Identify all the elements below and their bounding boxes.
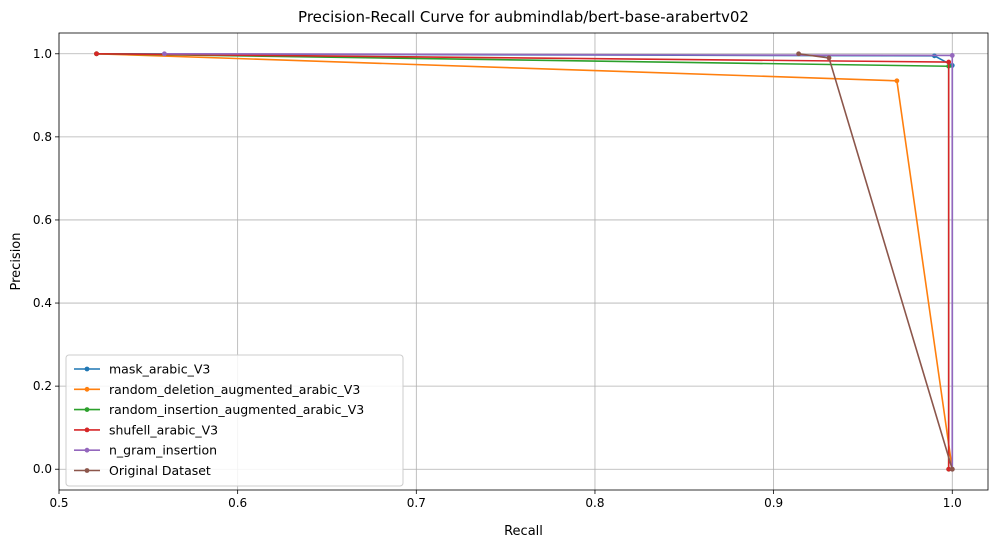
legend-entry: shufell_arabic_V3 [74, 422, 218, 437]
legend-label: random_deletion_augmented_arabic_V3 [109, 382, 360, 397]
legend-box [65, 354, 404, 487]
legend-label: Original Dataset [109, 463, 211, 478]
x-tick-label: 0.7 [407, 496, 426, 510]
legend-entry: random_deletion_augmented_arabic_V3 [74, 382, 360, 397]
legend-marker [84, 447, 90, 453]
legend-label: n_gram_insertion [109, 443, 217, 458]
data-point [94, 51, 99, 57]
y-tick-label: 0.4 [33, 296, 52, 310]
legend-marker [84, 386, 90, 392]
y-tick-label: 1.0 [33, 47, 52, 61]
data-point [826, 55, 832, 61]
x-tick-label: 1.0 [943, 496, 962, 510]
legend-marker [84, 468, 90, 473]
legend-label: random_insertion_augmented_arabic_V3 [109, 402, 364, 417]
legend-entry: mask_arabic_V3 [74, 362, 210, 377]
plot-frame [58, 32, 989, 491]
legend-entry: random_insertion_augmented_arabic_V3 [74, 402, 364, 417]
x-tick-label: 0.6 [228, 496, 247, 510]
data-point [949, 466, 955, 472]
legend-marker [84, 427, 90, 433]
data-point [946, 466, 952, 472]
legend-label: mask_arabic_V3 [109, 362, 210, 377]
x-tick-label: 0.8 [585, 496, 604, 510]
data-point [162, 51, 167, 57]
tick-layer: 0.5 0.6 0.7 0.8 0.9 1.0 0.0 0.2 0.4 0.6 0.8 1.0 [33, 47, 962, 510]
legend-marker [84, 366, 90, 372]
legend-label: shufell_arabic_V3 [109, 422, 218, 437]
x-tick-label: 0.5 [49, 496, 68, 510]
y-axis-label: Precision [9, 232, 24, 290]
x-tick-label: 0.9 [764, 496, 783, 510]
legend-marker [84, 407, 90, 412]
x-axis-label: Recall [504, 524, 543, 539]
data-point [894, 78, 900, 84]
legend-entry: n_gram_insertion [74, 443, 217, 458]
legend: mask_arabic_V3 random_deletion_augmented_… [65, 354, 404, 487]
y-tick-label: 0.8 [33, 130, 52, 144]
series-Original Dataset [796, 51, 955, 472]
y-tick-label: 0.6 [33, 213, 52, 227]
data-point [796, 51, 802, 57]
data-point [949, 53, 955, 58]
series-layer [94, 51, 955, 472]
y-tick-label: 0.2 [33, 379, 52, 393]
legend-entry: Original Dataset [74, 463, 211, 478]
data-point [946, 59, 952, 65]
series-shufell_arabic_V3 [94, 51, 952, 472]
chart-title: Precision-Recall Curve for aubmindlab/be… [298, 8, 749, 26]
y-tick-label: 0.0 [33, 462, 52, 476]
